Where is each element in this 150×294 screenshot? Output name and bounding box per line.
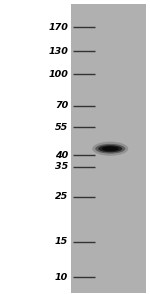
- Text: 40: 40: [55, 151, 68, 160]
- Text: 100: 100: [48, 70, 68, 79]
- Bar: [70, 4, 146, 293]
- Text: 55: 55: [55, 123, 68, 131]
- Text: 35: 35: [55, 162, 68, 171]
- Text: 170: 170: [48, 23, 68, 32]
- Ellipse shape: [92, 142, 128, 156]
- Text: 10: 10: [55, 273, 68, 282]
- Text: 15: 15: [55, 237, 68, 246]
- Ellipse shape: [102, 146, 119, 151]
- Text: 25: 25: [55, 192, 68, 201]
- Text: 70: 70: [55, 101, 68, 110]
- Text: 130: 130: [48, 46, 68, 56]
- Ellipse shape: [98, 145, 122, 152]
- Ellipse shape: [95, 144, 125, 153]
